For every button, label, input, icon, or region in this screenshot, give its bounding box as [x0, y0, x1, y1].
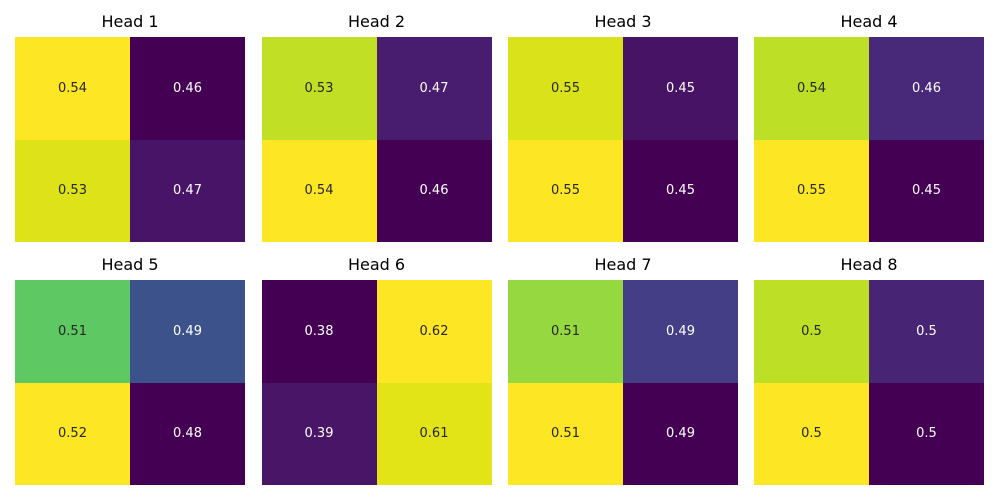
heatmap-cell: 0.49	[623, 280, 738, 383]
heatmap-cell: 0.49	[623, 382, 738, 485]
heatmap-panel: 0.38 0.62 0.39 0.61	[261, 280, 492, 485]
heatmap-cell: 0.51	[15, 280, 130, 383]
heatmap-cell: 0.45	[869, 139, 984, 242]
heatmap-cell: 0.52	[15, 382, 130, 485]
heatmap-panel: 0.54 0.46 0.53 0.47	[15, 37, 245, 242]
heatmap-panel: 0.51 0.49 0.52 0.48	[15, 280, 245, 485]
heatmap-cell: 0.45	[623, 37, 738, 140]
heatmap-cell: 0.46	[376, 139, 492, 242]
panel-title: Head 2	[347, 12, 406, 31]
heatmap-cell: 0.47	[130, 139, 245, 242]
heatmap-cell: 0.45	[623, 139, 738, 242]
heatmap-panel: 0.5 0.5 0.5 0.5	[754, 280, 984, 485]
heatmap-cell: 0.49	[130, 280, 245, 383]
panel-title: Head 6	[347, 255, 406, 274]
heatmap-cell: 0.47	[376, 37, 492, 140]
heatmap-cell: 0.5	[869, 382, 984, 485]
heatmap-cell: 0.53	[261, 37, 377, 140]
heatmap-cell: 0.55	[508, 37, 623, 140]
heatmap-cell: 0.5	[869, 280, 984, 383]
heatmap-cell: 0.5	[754, 382, 869, 485]
panel-title: Head 8	[840, 255, 898, 274]
heatmap-cell: 0.53	[15, 139, 130, 242]
heatmap-cell: 0.54	[754, 37, 869, 140]
heatmap-cell: 0.46	[869, 37, 984, 140]
heatmap-cell: 0.38	[261, 280, 377, 383]
heatmap-cell: 0.54	[261, 139, 377, 242]
panel-title: Head 5	[101, 255, 159, 274]
panel-title: Head 7	[594, 255, 652, 274]
heatmap-cell: 0.39	[261, 382, 377, 485]
heatmap-cell: 0.51	[508, 382, 623, 485]
panel-title: Head 4	[840, 12, 898, 31]
panel-title: Head 1	[101, 12, 159, 31]
heatmap-cell: 0.62	[376, 280, 492, 383]
panel-title: Head 3	[594, 12, 652, 31]
heatmap-cell: 0.46	[130, 37, 245, 140]
heatmap-cell: 0.61	[376, 382, 492, 485]
heatmap-panel: 0.55 0.45 0.55 0.45	[508, 37, 738, 242]
heatmap-panel: 0.54 0.46 0.55 0.45	[754, 37, 984, 242]
heatmap-cell: 0.54	[15, 37, 130, 140]
heatmap-panel: 0.53 0.47 0.54 0.46	[261, 37, 492, 242]
heatmap-cell: 0.55	[508, 139, 623, 242]
heatmap-panel: 0.51 0.49 0.51 0.49	[508, 280, 738, 485]
heatmap-cell: 0.48	[130, 382, 245, 485]
heatmap-cell: 0.5	[754, 280, 869, 383]
heatmap-cell: 0.55	[754, 139, 869, 242]
heatmap-cell: 0.51	[508, 280, 623, 383]
